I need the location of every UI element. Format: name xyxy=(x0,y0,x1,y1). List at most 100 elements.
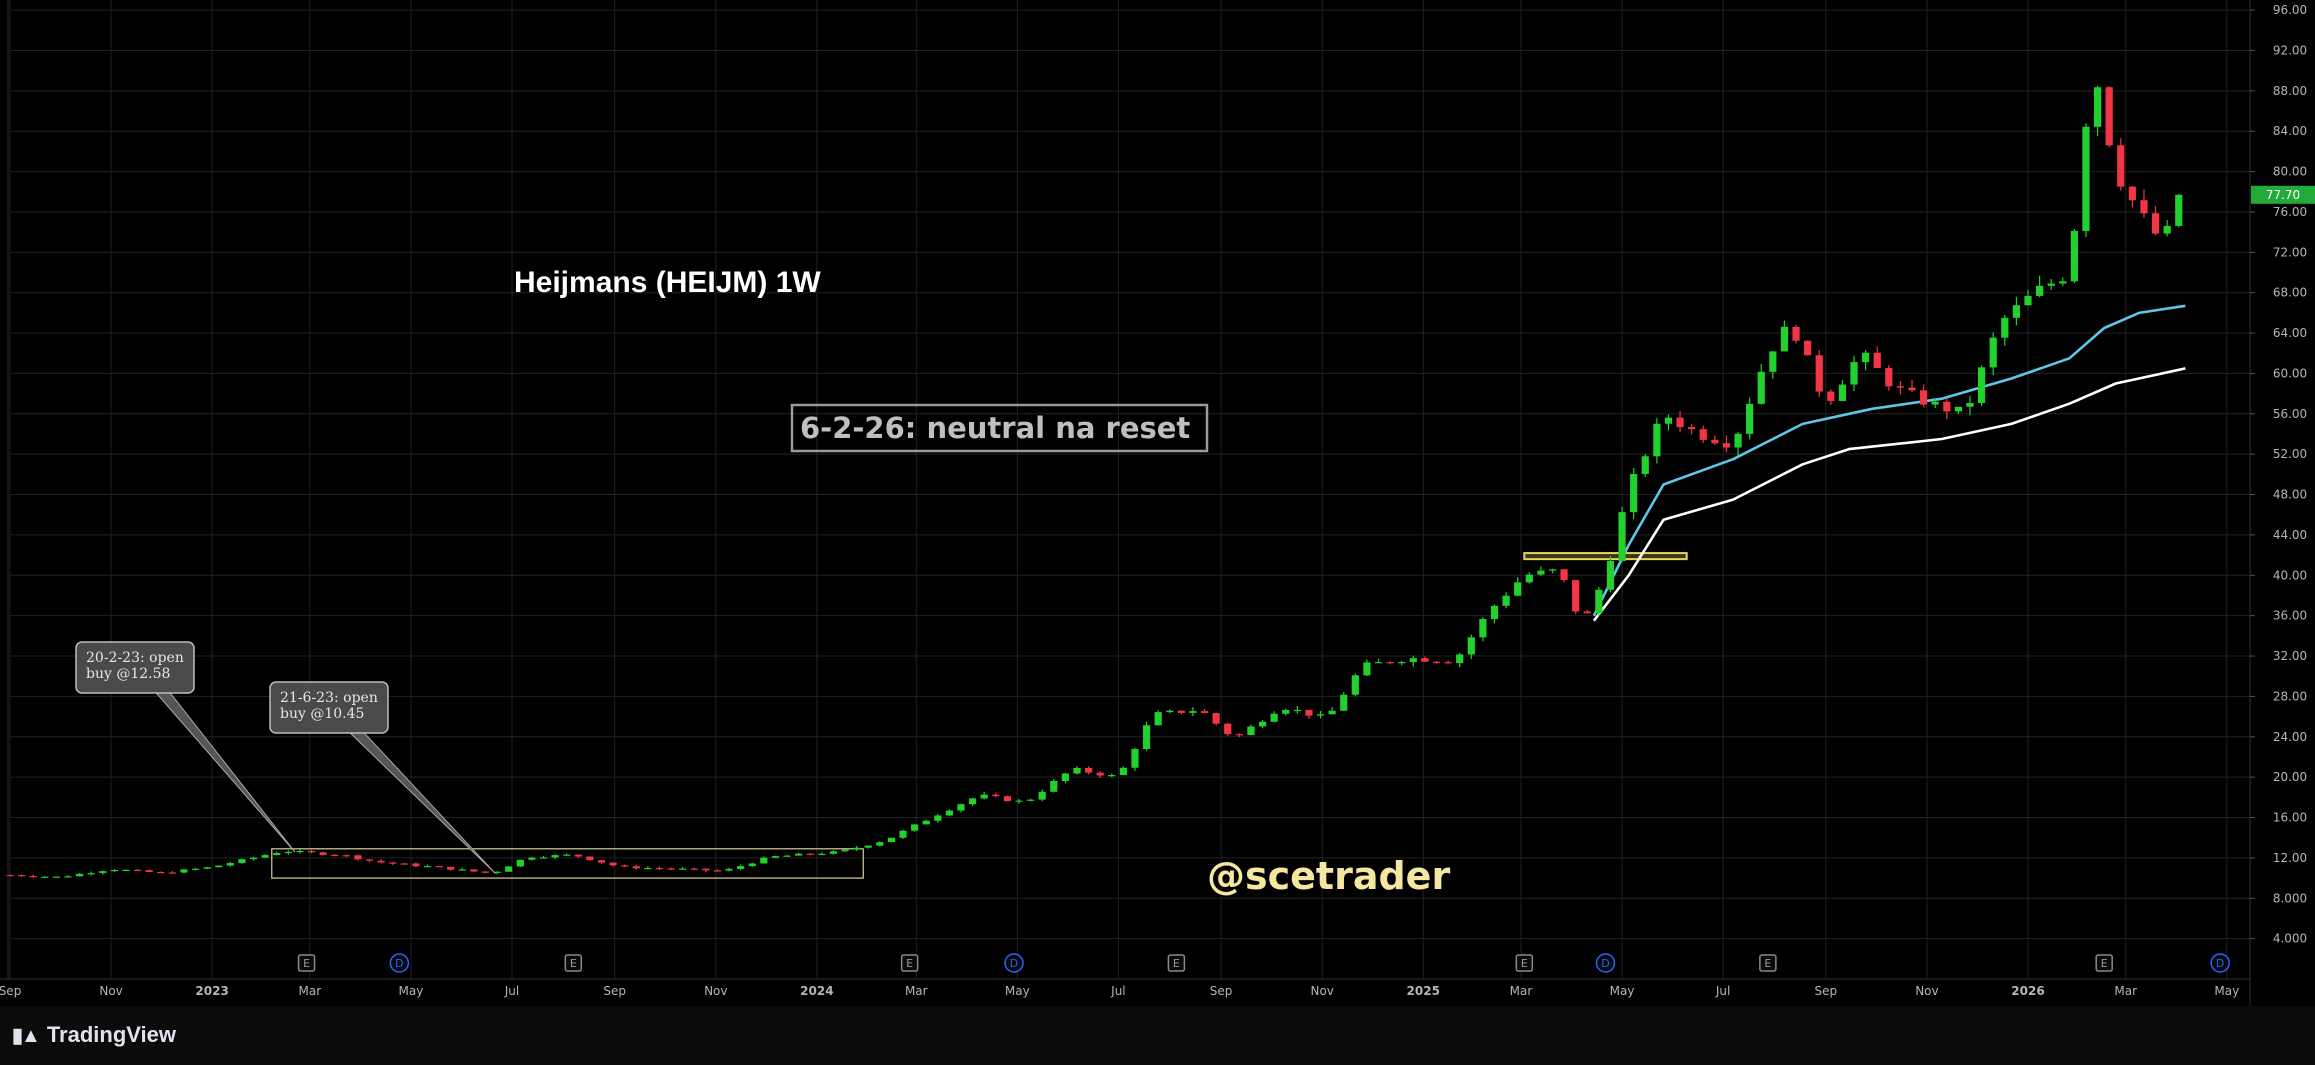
event-marker-label: D xyxy=(395,957,403,970)
candle xyxy=(1003,795,1011,802)
candle-body xyxy=(1769,351,1777,372)
candle xyxy=(2105,86,2113,148)
candle-body xyxy=(853,847,861,850)
candle xyxy=(597,860,606,864)
candle xyxy=(539,855,548,859)
candle xyxy=(29,874,37,878)
candle-body xyxy=(1096,772,1104,776)
last-price-label: 77.70 xyxy=(2266,188,2300,202)
candle xyxy=(1757,364,1765,405)
candle-body xyxy=(586,856,594,861)
price-axis[interactable]: 4.000 8.000 12.00 16.00 20.00 24.00 28.00 32.00… xyxy=(2250,3,2315,946)
candle-body xyxy=(1363,662,1371,676)
price-tick-label: 96.00 xyxy=(2273,3,2307,17)
candle-body xyxy=(1653,423,1661,457)
candle-body xyxy=(1641,456,1649,475)
candle xyxy=(1711,435,1719,446)
candle xyxy=(516,859,524,868)
candle xyxy=(2035,275,2044,298)
candle-body xyxy=(1224,723,1232,735)
time-tick-label: May xyxy=(1005,984,1030,998)
candle xyxy=(1154,710,1162,726)
candle xyxy=(1606,556,1615,593)
candle xyxy=(1479,617,1487,642)
candle-body xyxy=(702,868,710,871)
candle xyxy=(307,849,316,854)
candle-body xyxy=(133,869,142,872)
candle xyxy=(748,862,756,867)
candle-body xyxy=(435,866,443,868)
candle xyxy=(934,813,942,823)
moving-average-slow-line xyxy=(1592,367,2186,622)
candle-body xyxy=(1827,391,1835,401)
candle-body xyxy=(1664,417,1673,424)
price-tick-label: 56.00 xyxy=(2273,407,2307,421)
price-tick-label: 8.000 xyxy=(2273,891,2307,905)
candle-body xyxy=(690,868,698,870)
candle xyxy=(1537,566,1545,576)
candle-body xyxy=(2140,200,2148,214)
candle-body xyxy=(75,873,84,877)
candle-body xyxy=(1583,611,1591,614)
candle-body xyxy=(725,868,733,871)
candle-body xyxy=(1119,767,1127,776)
time-tick-label: Jul xyxy=(504,984,519,998)
candle-body xyxy=(1050,781,1058,792)
candle-body xyxy=(829,851,838,854)
candle xyxy=(1618,506,1626,562)
tradingview-brand[interactable]: ▮▲ TradingView xyxy=(12,1022,176,1048)
candle-body xyxy=(1166,710,1174,713)
time-tick-label: Sep xyxy=(1210,984,1233,998)
candle-body xyxy=(551,855,559,858)
candle-body xyxy=(841,849,849,852)
candle xyxy=(1444,660,1452,664)
price-tick-label: 48.00 xyxy=(2273,488,2307,502)
candle-body xyxy=(2070,230,2078,282)
candle-body xyxy=(1862,352,1870,363)
candle xyxy=(1432,661,1441,664)
candle xyxy=(122,869,130,872)
candle-body xyxy=(528,857,536,860)
candle-body xyxy=(2117,145,2125,187)
candle-body xyxy=(2151,213,2160,234)
candle-body xyxy=(2128,186,2136,201)
candle-body xyxy=(1142,725,1151,750)
candle-body xyxy=(18,875,26,877)
price-tick-label: 72.00 xyxy=(2273,245,2307,259)
candle-body xyxy=(1154,712,1162,726)
moving-averages xyxy=(1592,304,2186,622)
time-axis[interactable]: Sep Nov 2023 Mar May Jul Sep Nov 2024 Mar May Jul Se… xyxy=(0,984,2239,998)
candle-body xyxy=(2001,317,2009,338)
candle xyxy=(621,864,629,867)
candle-body xyxy=(957,804,965,811)
time-tick-label: Mar xyxy=(1510,984,1533,998)
candle-body xyxy=(481,871,490,873)
candle xyxy=(980,792,988,800)
candle xyxy=(354,854,362,861)
candle-body xyxy=(354,855,362,860)
time-tick-label: Nov xyxy=(99,984,122,998)
candle-body xyxy=(447,866,455,870)
candle-body xyxy=(2024,295,2032,306)
candle-body xyxy=(1432,661,1441,663)
candle xyxy=(1247,724,1255,736)
candle-body xyxy=(180,869,188,873)
candle-body xyxy=(1061,773,1069,782)
candle xyxy=(2163,219,2171,237)
candle-body xyxy=(1026,799,1035,801)
candle-body xyxy=(1177,710,1185,713)
candle xyxy=(945,809,954,817)
candle xyxy=(725,867,733,872)
candle-body xyxy=(934,815,942,821)
candle-body xyxy=(1606,560,1615,590)
candle xyxy=(365,859,374,863)
candle xyxy=(145,869,153,873)
candle-body xyxy=(992,794,1000,797)
candle-body xyxy=(215,865,223,868)
candle xyxy=(841,849,849,852)
price-tick-label: 60.00 xyxy=(2273,366,2307,380)
candle-body xyxy=(945,810,954,816)
candle-body xyxy=(145,870,153,872)
